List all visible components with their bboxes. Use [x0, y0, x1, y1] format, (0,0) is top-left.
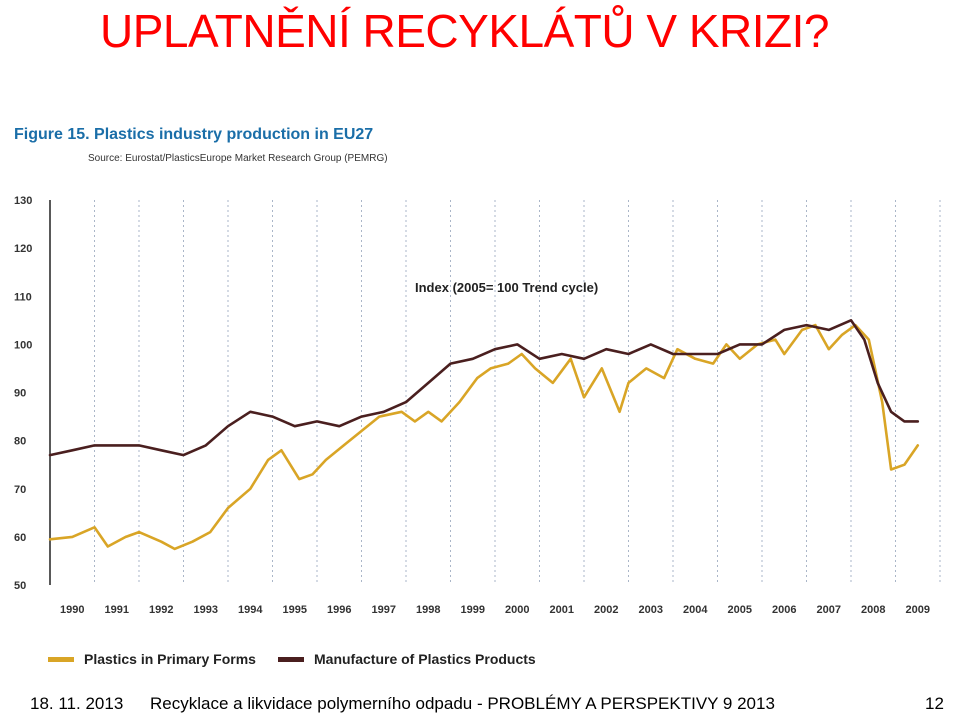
x-tick-label: 1996	[327, 604, 351, 616]
x-tick-label: 1999	[461, 604, 485, 616]
x-tick-label: 1992	[149, 604, 173, 616]
x-tick-label: 2000	[505, 604, 529, 616]
legend-swatch	[48, 657, 74, 662]
page-number: 12	[925, 694, 944, 713]
x-tick-label: 2007	[817, 604, 841, 616]
legend-label: Manufacture of Plastics Products	[314, 651, 536, 667]
x-tick-label: 1997	[372, 604, 396, 616]
x-tick-label: 2003	[639, 604, 663, 616]
y-tick-label: 100	[14, 339, 32, 351]
legend-label: Plastics in Primary Forms	[84, 651, 256, 667]
series-line-primary-forms	[48, 323, 920, 551]
x-tick-label: 1994	[238, 604, 263, 616]
x-tick-label: 1991	[105, 604, 129, 616]
x-tick-label: 1993	[194, 604, 218, 616]
chart-legend: Plastics in Primary Forms Manufacture of …	[48, 651, 536, 667]
grid-layer	[49, 200, 941, 585]
x-tick-label: 2006	[772, 604, 796, 616]
x-tick-label: 2009	[906, 604, 930, 616]
y-tick-label: 120	[14, 243, 32, 255]
series-line-manufacture	[48, 319, 920, 457]
index-annotation: Index (2005= 100 Trend cycle)	[415, 280, 598, 295]
y-tick-label: 80	[14, 436, 26, 448]
y-tick-label: 110	[14, 291, 32, 303]
x-tick-label: 2008	[861, 604, 885, 616]
legend-swatch	[278, 657, 304, 662]
x-tick-label: 2001	[550, 604, 574, 616]
line-chart: 50 60 70 80 90 100 110 120 130 1990 1991 1992 1993 19…	[14, 195, 941, 667]
slide-title: UPLATNĚNÍ RECYKLÁTŮ V KRIZI?	[100, 5, 830, 57]
figure-source: Source: Eurostat/PlasticsEurope Market R…	[88, 153, 388, 164]
x-tick-label: 2005	[728, 604, 752, 616]
y-tick-label: 130	[14, 195, 32, 207]
axis-layer: 50 60 70 80 90 100 110 120 130 1990 1991 1992 1993 19…	[14, 195, 930, 616]
x-tick-label: 2002	[594, 604, 618, 616]
footer-date: 18. 11. 2013	[30, 694, 124, 713]
legend-item: Plastics in Primary Forms	[48, 651, 256, 667]
x-tick-label: 1995	[283, 604, 307, 616]
legend-item: Manufacture of Plastics Products	[278, 651, 536, 667]
figure-title: Figure 15. Plastics industry production …	[14, 126, 374, 143]
x-tick-label: 2004	[683, 604, 708, 616]
y-tick-label: 70	[14, 484, 26, 496]
y-tick-label: 90	[14, 388, 26, 400]
y-tick-label: 50	[14, 580, 26, 592]
y-tick-label: 60	[14, 532, 26, 544]
x-tick-label: 1998	[416, 604, 440, 616]
x-tick-label: 1990	[60, 604, 84, 616]
series-layer	[48, 319, 920, 551]
footer-text: Recyklace a likvidace polymerního odpadu…	[150, 694, 775, 713]
